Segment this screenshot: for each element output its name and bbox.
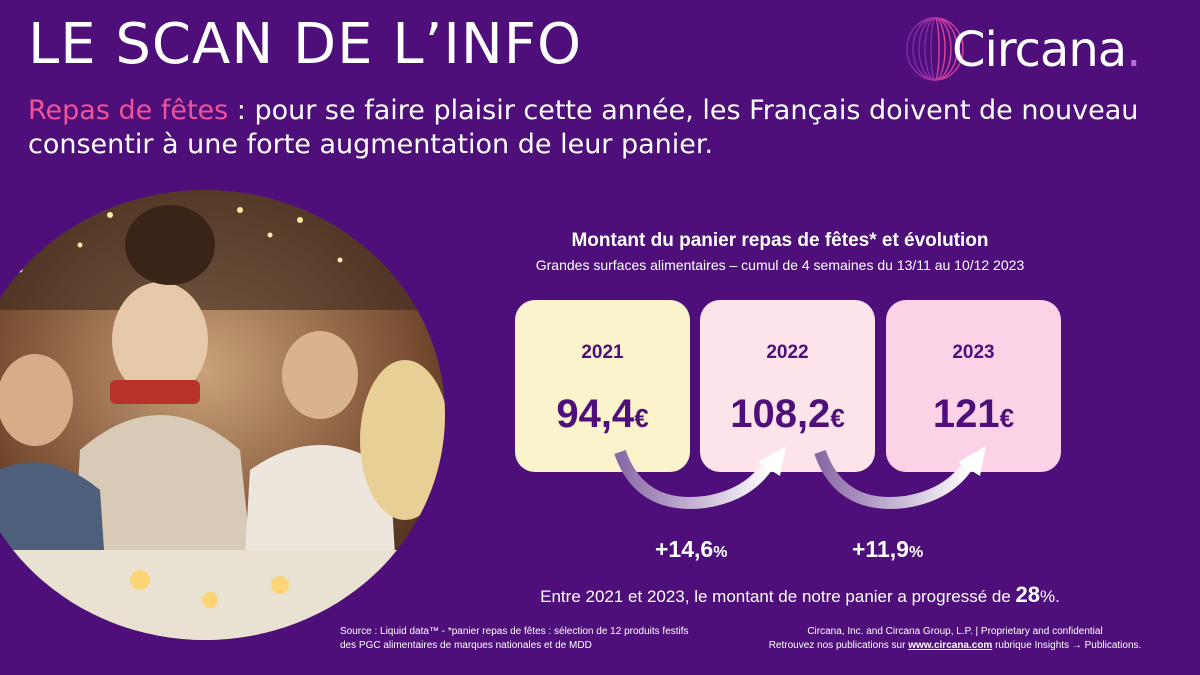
evolution-2021-2022: +14,6% bbox=[655, 536, 728, 562]
amount-value: 108,2€ bbox=[730, 392, 845, 436]
circana-website-link[interactable]: www.circana.com bbox=[908, 640, 993, 651]
amount-value: 121€ bbox=[932, 392, 1015, 436]
source-note: Source : Liquid data™ - *panier repas de… bbox=[340, 626, 689, 651]
circana-logo-icon bbox=[906, 17, 964, 81]
summary-text: Entre 2021 et 2023, le montant de notre … bbox=[540, 582, 1060, 607]
page-title: LE SCAN DE L’INFO bbox=[28, 12, 583, 77]
summary-value: 28 bbox=[1015, 582, 1041, 607]
year-label: 2022 bbox=[766, 342, 809, 363]
arrow-2021-2022-icon bbox=[614, 449, 776, 509]
year-label: 2021 bbox=[581, 342, 624, 363]
headline-highlight: Repas de fêtes bbox=[28, 95, 229, 126]
headline-text: : pour se faire plaisir cette année, les… bbox=[28, 95, 1139, 160]
logo-wordmark: Circana. bbox=[952, 22, 1141, 78]
amount-card-2021: 2021 94,4€ bbox=[515, 300, 690, 472]
headline: Repas de fêtes : pour se faire plaisir c… bbox=[28, 94, 1178, 162]
festive-dinner-photo bbox=[0, 190, 445, 640]
chart-subtitle: Grandes surfaces alimentaires – cumul de… bbox=[535, 257, 1025, 273]
year-label: 2023 bbox=[952, 342, 995, 363]
chart-title: Montant du panier repas de fêtes* et évo… bbox=[571, 230, 989, 251]
evolution-2022-2023: +11,9% bbox=[852, 536, 924, 562]
amount-card-2022: 2022 108,2€ bbox=[700, 300, 875, 472]
arrow-2022-2023-icon bbox=[814, 449, 976, 509]
amount-card-2023: 2023 121€ bbox=[886, 300, 1061, 472]
circana-logo: Circana. bbox=[900, 14, 1180, 84]
evolution-arrows bbox=[614, 446, 986, 509]
amount-value: 94,4€ bbox=[556, 392, 649, 436]
legal-note: Circana, Inc. and Circana Group, L.P. | … bbox=[768, 626, 1142, 651]
